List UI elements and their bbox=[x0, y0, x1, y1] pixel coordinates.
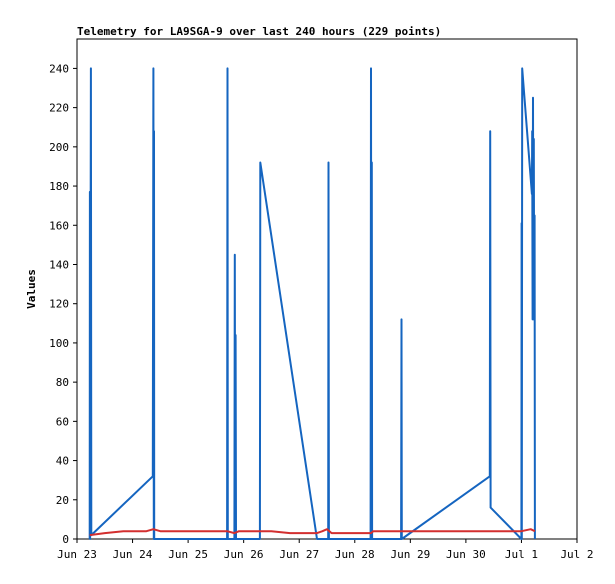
y-tick-label: 220 bbox=[49, 102, 69, 115]
y-tick-label: 120 bbox=[49, 298, 69, 311]
x-tick-label: Jul 1 bbox=[505, 548, 538, 561]
x-axis: Jun 23 Jun 24 Jun 25 Jun 26 Jun 27 Jun 28 Jun … bbox=[57, 539, 594, 561]
x-tick-label: Jun 25 bbox=[168, 548, 208, 561]
y-tick-label: 240 bbox=[49, 62, 69, 75]
plot-area bbox=[76, 38, 578, 540]
x-tick-label: Jun 24 bbox=[113, 548, 153, 561]
x-tick-label: Jul 2 bbox=[560, 548, 593, 561]
y-tick-label: 200 bbox=[49, 141, 69, 154]
y-tick-label: 60 bbox=[56, 415, 69, 428]
y-tick-label: 100 bbox=[49, 337, 69, 350]
x-tick-label: Jun 27 bbox=[279, 548, 319, 561]
series-group bbox=[88, 67, 536, 540]
series-line-2 bbox=[89, 528, 536, 537]
y-tick-label: 80 bbox=[56, 376, 69, 389]
y-axis-label: Values bbox=[25, 269, 38, 309]
y-axis: 0 20 40 60 80 100 120 140 160 180 200 220 240 bbox=[49, 62, 77, 546]
y-tick-label: 0 bbox=[62, 533, 69, 546]
series-line-1 bbox=[88, 67, 536, 540]
y-tick-label: 20 bbox=[56, 494, 69, 507]
y-tick-label: 140 bbox=[49, 258, 69, 271]
chart-title: Telemetry for LA9SGA-9 over last 240 hou… bbox=[77, 25, 441, 38]
x-tick-label: Jun 29 bbox=[390, 548, 430, 561]
x-tick-label: Jun 28 bbox=[335, 548, 375, 561]
y-tick-label: 180 bbox=[49, 180, 69, 193]
y-tick-label: 40 bbox=[56, 455, 69, 468]
x-tick-label: Jun 26 bbox=[224, 548, 264, 561]
x-tick-label: Jun 23 bbox=[57, 548, 97, 561]
y-tick-label: 160 bbox=[49, 219, 69, 232]
x-tick-label: Jun 30 bbox=[446, 548, 486, 561]
